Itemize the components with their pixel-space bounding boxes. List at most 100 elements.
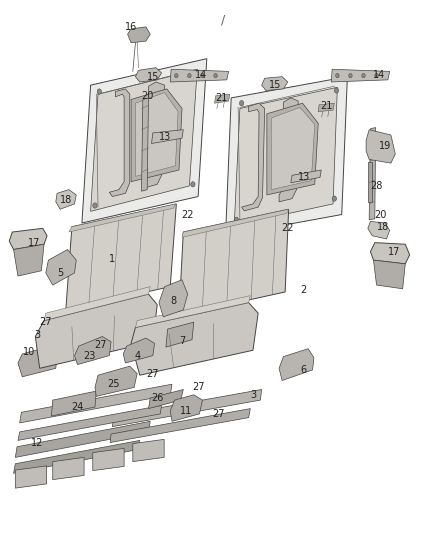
Polygon shape: [182, 209, 289, 237]
Polygon shape: [53, 457, 84, 480]
Polygon shape: [66, 204, 177, 310]
Polygon shape: [215, 94, 230, 103]
Polygon shape: [279, 98, 298, 202]
Text: 21: 21: [215, 93, 227, 103]
Polygon shape: [127, 27, 150, 43]
Text: 25: 25: [107, 379, 120, 389]
Circle shape: [234, 217, 239, 222]
Polygon shape: [44, 287, 150, 320]
Polygon shape: [135, 296, 251, 327]
Text: 17: 17: [388, 247, 400, 257]
Polygon shape: [51, 391, 96, 416]
Polygon shape: [279, 349, 314, 381]
Polygon shape: [152, 130, 184, 143]
Polygon shape: [369, 127, 376, 220]
Text: 12: 12: [31, 438, 43, 448]
Circle shape: [332, 196, 336, 201]
Text: 19: 19: [379, 141, 392, 151]
Polygon shape: [144, 82, 165, 188]
Circle shape: [349, 74, 352, 78]
Text: 11: 11: [180, 406, 192, 416]
Text: /: /: [221, 13, 226, 26]
Text: 6: 6: [301, 365, 307, 375]
Text: 22: 22: [181, 209, 194, 220]
Circle shape: [191, 182, 195, 187]
Text: 27: 27: [212, 409, 224, 419]
Polygon shape: [56, 190, 76, 209]
Polygon shape: [15, 466, 47, 488]
Text: 15: 15: [268, 80, 281, 90]
Polygon shape: [135, 93, 178, 176]
Text: 17: 17: [28, 238, 40, 248]
Polygon shape: [93, 448, 124, 471]
Text: 3: 3: [250, 390, 256, 400]
Polygon shape: [291, 170, 321, 183]
Circle shape: [97, 89, 102, 94]
Polygon shape: [141, 98, 148, 191]
Circle shape: [175, 74, 178, 78]
Polygon shape: [374, 260, 405, 289]
Polygon shape: [15, 421, 150, 457]
Polygon shape: [261, 77, 288, 91]
Circle shape: [334, 88, 339, 93]
Text: 26: 26: [151, 393, 163, 403]
Polygon shape: [91, 69, 197, 212]
Text: 27: 27: [94, 340, 107, 350]
Polygon shape: [226, 77, 347, 236]
Polygon shape: [69, 204, 176, 232]
Circle shape: [194, 70, 198, 76]
Polygon shape: [166, 322, 194, 347]
Polygon shape: [9, 228, 47, 249]
Polygon shape: [20, 384, 172, 423]
Text: 28: 28: [371, 181, 383, 191]
Circle shape: [93, 203, 97, 208]
Text: 3: 3: [34, 330, 40, 341]
Polygon shape: [14, 244, 44, 276]
Text: 27: 27: [147, 369, 159, 378]
Text: 14: 14: [194, 70, 207, 79]
Text: 20: 20: [375, 209, 387, 220]
Text: 13: 13: [159, 132, 171, 142]
Text: 1: 1: [110, 254, 116, 263]
Text: 4: 4: [134, 351, 141, 361]
Circle shape: [187, 74, 191, 78]
Polygon shape: [95, 366, 137, 397]
Polygon shape: [110, 409, 251, 442]
Polygon shape: [179, 209, 289, 316]
Text: 20: 20: [141, 91, 153, 101]
Polygon shape: [82, 59, 207, 223]
Text: 13: 13: [298, 172, 310, 182]
Text: 23: 23: [83, 351, 95, 361]
Polygon shape: [148, 390, 184, 409]
Text: 8: 8: [170, 296, 177, 306]
Text: 18: 18: [378, 222, 390, 232]
Text: 2: 2: [301, 285, 307, 295]
Polygon shape: [18, 406, 162, 440]
Text: 7: 7: [179, 336, 185, 346]
Polygon shape: [234, 87, 337, 225]
Polygon shape: [35, 294, 157, 368]
Circle shape: [375, 74, 378, 78]
Polygon shape: [331, 69, 390, 82]
Polygon shape: [133, 439, 164, 462]
Text: 14: 14: [373, 70, 385, 79]
Polygon shape: [159, 280, 187, 317]
Polygon shape: [318, 103, 334, 112]
Circle shape: [214, 74, 217, 78]
Text: 5: 5: [57, 268, 63, 278]
Polygon shape: [131, 89, 182, 182]
Polygon shape: [366, 130, 395, 163]
Polygon shape: [14, 440, 140, 473]
Polygon shape: [267, 103, 318, 195]
Text: 10: 10: [23, 348, 35, 358]
Polygon shape: [170, 69, 229, 82]
Text: 27: 27: [39, 317, 52, 327]
Polygon shape: [74, 336, 111, 365]
Polygon shape: [18, 347, 57, 377]
Text: 15: 15: [147, 71, 159, 82]
Polygon shape: [368, 221, 390, 239]
Polygon shape: [110, 89, 130, 197]
Text: 21: 21: [321, 101, 333, 111]
Text: 18: 18: [60, 195, 72, 205]
Polygon shape: [368, 161, 372, 202]
